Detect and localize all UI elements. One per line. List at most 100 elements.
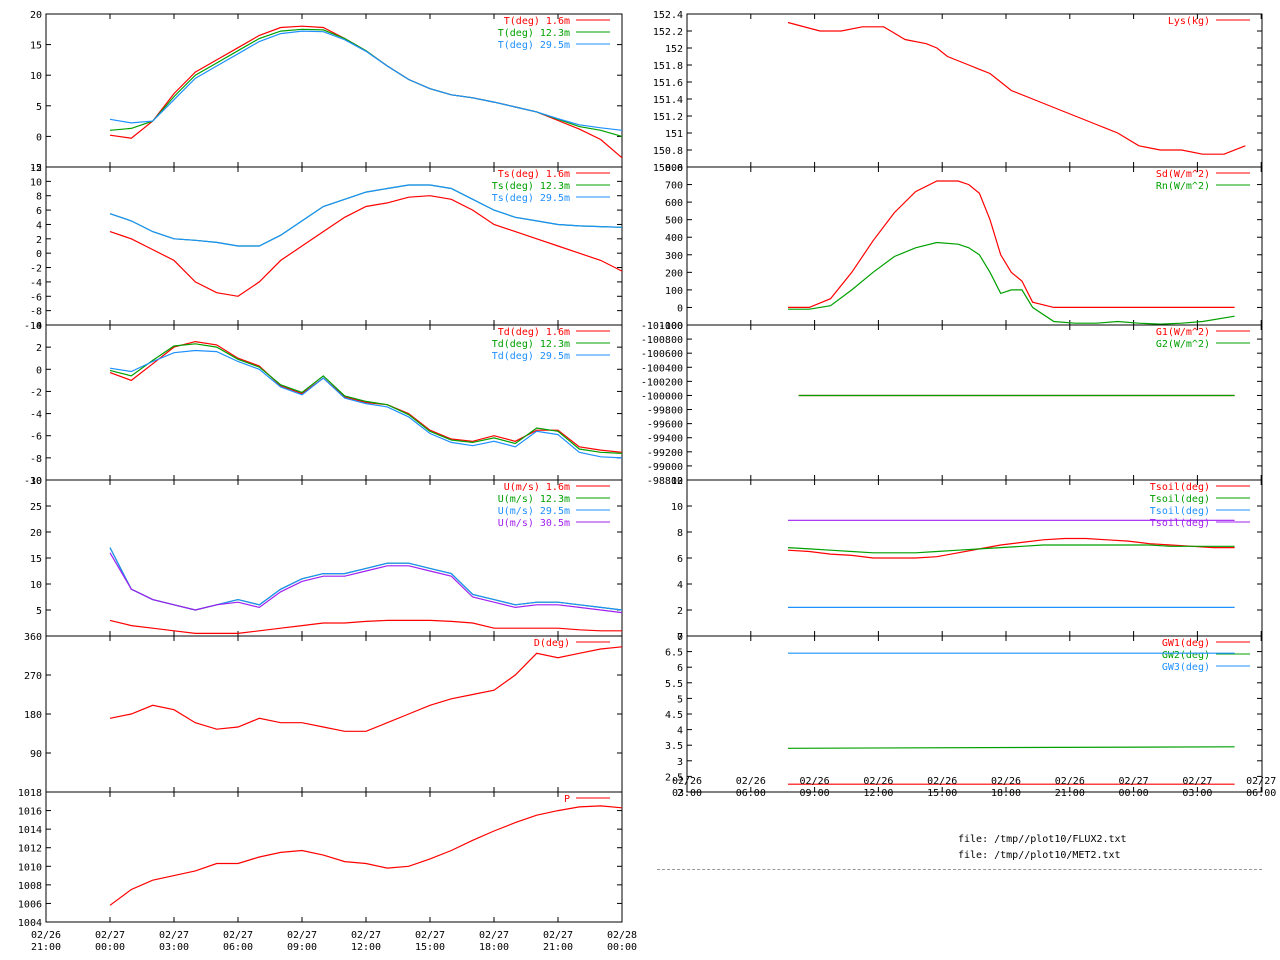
x-tick-time: 03:00	[159, 942, 189, 953]
legend-label: T(deg) 12.3m	[498, 28, 570, 39]
x-tick-day: 02/27	[287, 930, 317, 941]
legend-label: Td(deg) 1.6m	[498, 327, 570, 338]
y-tick-label: 0	[677, 303, 683, 314]
panel-Sd: -100 0 100 200 300 400 500 600 700 800 Sd(W/m^2)Rn…	[659, 163, 1263, 332]
x-tick-day: 02/27	[351, 930, 381, 941]
x-tick-day: 02/27	[1182, 776, 1212, 787]
legend-label: Ts(deg) 29.5m	[492, 193, 570, 204]
panel-G: -101000 -100800 -100600 -100400 -100200 -1000…	[641, 321, 1263, 487]
y-tick-label: 5	[677, 694, 683, 705]
series-line-Td-2	[109, 349, 623, 459]
y-tick-label: 151	[665, 129, 683, 140]
series-line-Td-1	[109, 343, 623, 454]
y-tick-label: 200	[665, 268, 683, 279]
legend-label: Td(deg) 29.5m	[492, 351, 570, 362]
legend-label: P	[564, 794, 570, 805]
y-tick-label: 180	[24, 710, 42, 721]
panel-T: -5 0 5 10 15 20 T(deg) 1.6mT(deg) 12.3mT(deg) …	[30, 10, 623, 174]
x-tick-day: 02/26	[927, 776, 957, 787]
y-tick-label: 7	[677, 632, 683, 643]
legend-label: GW3(deg)	[1162, 662, 1210, 673]
file-label-2: file: /tmp//plot10/MET2.txt	[958, 850, 1121, 861]
series-line-Sd-0	[788, 180, 1235, 308]
legend-label: Lys(kg)	[1168, 16, 1210, 27]
series-line-T-2	[109, 30, 623, 131]
legend-label: GW1(deg)	[1162, 638, 1210, 649]
y-tick-label: 30	[30, 476, 42, 487]
x-tick-time: 09:00	[800, 788, 830, 799]
x-tick-day: 02/26	[736, 776, 766, 787]
x-tick-time: 18:00	[479, 942, 509, 953]
panel-Tsoil: 024681012Tsoil(deg)Tsoil(deg)Tsoil(deg)T…	[671, 476, 1263, 643]
y-tick-label: 1018	[18, 788, 42, 799]
legend-label: D(deg)	[534, 638, 570, 649]
x-tick-time: 18:00	[991, 788, 1021, 799]
y-tick-label: 5.5	[665, 679, 683, 690]
y-tick-label: 0	[36, 132, 42, 143]
panel-frame	[686, 13, 1263, 168]
x-tick-day: 02/27	[415, 930, 445, 941]
y-tick-label: 100	[665, 286, 683, 297]
y-tick-label: 150.8	[653, 146, 683, 157]
x-tick-time: 15:00	[927, 788, 957, 799]
x-tick-day: 02/26	[863, 776, 893, 787]
y-tick-label: 4	[36, 220, 42, 231]
y-tick-label: -6	[30, 432, 42, 443]
x-tick-day: 02/26	[1055, 776, 1085, 787]
y-tick-label: -99600	[647, 420, 683, 431]
y-tick-label: 4	[677, 726, 683, 737]
x-tick-day: 02/27	[479, 930, 509, 941]
y-tick-label: 2.5	[665, 772, 683, 783]
y-tick-label: 2	[677, 606, 683, 617]
x-tick-day: 02/27	[1246, 776, 1276, 787]
legend-label: Tsoil(deg)	[1150, 482, 1210, 493]
y-tick-label: 1014	[18, 825, 42, 836]
y-tick-label: 150.6	[653, 163, 683, 174]
y-tick-label: 12	[671, 476, 683, 487]
x-tick-day: 02/28	[607, 930, 637, 941]
x-tick-time: 00:00	[1119, 788, 1149, 799]
y-tick-label: 1004	[18, 918, 42, 929]
y-tick-label: 4	[677, 580, 683, 591]
y-tick-label: -8	[30, 454, 42, 465]
y-tick-label: 300	[665, 251, 683, 262]
series-line-U-0	[109, 619, 622, 635]
y-tick-label: 20	[30, 528, 42, 539]
y-tick-label: 151.2	[653, 112, 683, 123]
y-tick-label: -100200	[641, 377, 683, 388]
y-tick-label: 6	[677, 554, 683, 565]
y-tick-label: 5	[36, 102, 42, 113]
y-tick-label: 1008	[18, 881, 42, 892]
y-tick-label: 10	[30, 580, 42, 591]
x-tick-day: 02/27	[159, 930, 189, 941]
y-tick-label: 0	[36, 249, 42, 260]
x-tick-time: 00:00	[95, 942, 125, 953]
y-tick-label: 152.2	[653, 27, 683, 38]
series-line-U-1	[109, 547, 623, 611]
series-line-U-3	[109, 552, 623, 614]
y-tick-label: -4	[30, 278, 42, 289]
y-tick-label: 700	[665, 181, 683, 192]
y-tick-label: 0	[36, 365, 42, 376]
y-tick-label: -10	[24, 476, 42, 487]
x-tick-time: 21:00	[1055, 788, 1085, 799]
y-tick-label: 400	[665, 233, 683, 244]
y-tick-label: 10	[30, 177, 42, 188]
x-tick-time: 06:00	[736, 788, 766, 799]
series-line-Td-0	[109, 340, 623, 453]
legend-label: Rn(W/m^2)	[1156, 181, 1210, 192]
legend-label: Td(deg) 12.3m	[492, 339, 570, 350]
y-tick-label: 1012	[18, 844, 42, 855]
legend-label: U(m/s) 30.5m	[498, 518, 570, 529]
y-tick-label: 10	[671, 502, 683, 513]
y-tick-label: 8	[677, 528, 683, 539]
x-tick-day: 02/27	[95, 930, 125, 941]
y-tick-label: 151.4	[653, 95, 683, 106]
legend-label: Sd(W/m^2)	[1156, 169, 1210, 180]
legend-label: T(deg) 29.5m	[498, 40, 570, 51]
y-tick-label: -100000	[641, 391, 683, 402]
y-tick-label: 3.5	[665, 741, 683, 752]
